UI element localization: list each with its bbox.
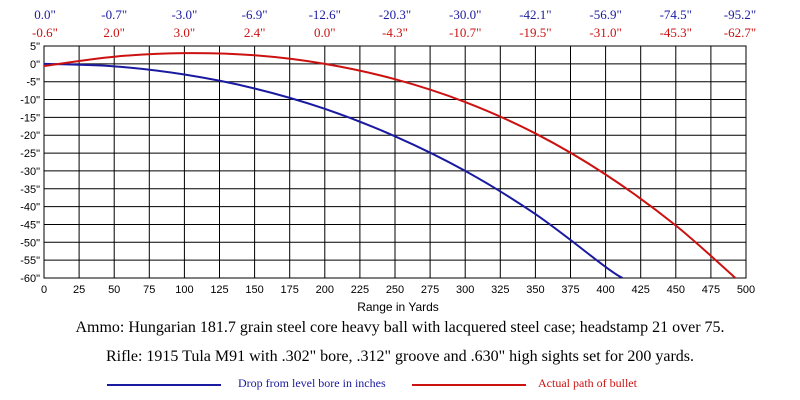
y-tick-label: -35": [20, 184, 40, 196]
x-tick-label: 150: [245, 284, 263, 296]
top-label-path: -4.3": [382, 25, 408, 40]
x-tick-label: 500: [737, 284, 755, 296]
x-tick-label: 100: [175, 284, 193, 296]
drop-curve: [44, 62, 623, 278]
top-label-path: 2.0": [103, 25, 125, 40]
legend-drop-line: [107, 384, 221, 386]
y-tick-label: -5": [26, 77, 40, 89]
y-tick-label: -20": [20, 130, 40, 142]
x-tick-label: 300: [456, 284, 474, 296]
top-label-drop: -74.5": [660, 7, 692, 22]
top-label-drop: -0.7": [101, 7, 127, 22]
x-tick-label: 425: [632, 284, 650, 296]
y-tick-label: -60": [20, 273, 40, 285]
ammo-note: Ammo: Hungarian 181.7 grain steel core h…: [75, 319, 725, 336]
top-label-path: -10.7": [449, 25, 481, 40]
legend-path-label: Actual path of bullet: [538, 376, 637, 390]
top-label-drop: -20.3": [379, 7, 411, 22]
x-tick-label: 375: [561, 284, 579, 296]
x-tick-label: 400: [596, 284, 614, 296]
x-tick-labels: 0 25 50 75 100 125 150 175 200 225 250 275 300 325 350…: [41, 284, 755, 296]
y-tick-label: -45": [20, 219, 40, 231]
top-label-path: -45.3": [660, 25, 692, 40]
chart-series: [44, 52, 737, 278]
x-tick-label: 175: [281, 284, 299, 296]
y-tick-label: -10": [20, 95, 40, 107]
top-label-drop: -42.1": [519, 7, 551, 22]
rifle-note: Rifle: 1915 Tula M91 with .302" bore, .3…: [105, 348, 694, 365]
x-tick-label: 450: [667, 284, 685, 296]
x-tick-label: 125: [210, 284, 228, 296]
x-tick-label: 250: [386, 284, 404, 296]
trajectory-chart: 0.0" -0.6" -0.7" 2.0" -3.0" 3.0" -6.9" 2.4" -12.…: [20, 7, 756, 314]
x-tick-label: 225: [351, 284, 369, 296]
top-label-drop: -95.2": [724, 7, 756, 22]
y-tick-label: -25": [20, 148, 40, 160]
top-label-drop: -30.0": [449, 7, 481, 22]
top-label-drop: 0.0": [34, 7, 56, 22]
y-tick-label: -15": [20, 112, 40, 124]
y-tick-label: -30": [20, 166, 40, 178]
top-label-path: 0.0": [314, 25, 336, 40]
top-label-drop: -56.9": [589, 7, 621, 22]
top-label-path: -31.0": [589, 25, 621, 40]
top-label-drop: -12.6": [309, 7, 341, 22]
top-label-path: 2.4": [244, 25, 266, 40]
legend-path-line: [412, 384, 526, 386]
y-tick-label: -50": [20, 237, 40, 249]
y-tick-label: -40": [20, 202, 40, 214]
y-tick-label: -55": [20, 255, 40, 267]
x-tick-label: 350: [526, 284, 544, 296]
bullet-path-curve: [44, 52, 737, 278]
y-tick-label: 5": [30, 41, 40, 53]
y-tick-label: 0": [30, 59, 40, 71]
top-label-path: -62.7": [724, 25, 756, 40]
top-labels: 0.0" -0.6" -0.7" 2.0" -3.0" 3.0" -6.9" 2.4" -12.…: [32, 7, 756, 40]
top-label-path: -19.5": [519, 25, 551, 40]
x-tick-label: 200: [316, 284, 334, 296]
y-tick-labels: 5" 0" -5" -10" -15" -20" -25" -30" -35" -40" -45" -…: [20, 41, 40, 285]
x-tick-label: 25: [73, 284, 85, 296]
top-label-drop: -3.0": [171, 7, 197, 22]
chart-grid: [43, 45, 747, 279]
x-tick-label: 475: [702, 284, 720, 296]
x-tick-label: 275: [421, 284, 439, 296]
x-tick-label: 50: [108, 284, 120, 296]
x-tick-label: 75: [143, 284, 155, 296]
x-axis-label: Range in Yards: [357, 300, 439, 314]
x-tick-label: 325: [491, 284, 509, 296]
top-label-path: -0.6": [32, 25, 58, 40]
top-label-drop: -6.9": [242, 7, 268, 22]
top-label-path: 3.0": [174, 25, 196, 40]
legend-drop-label: Drop from level bore in inches: [238, 376, 386, 390]
x-tick-label: 0: [41, 284, 47, 296]
